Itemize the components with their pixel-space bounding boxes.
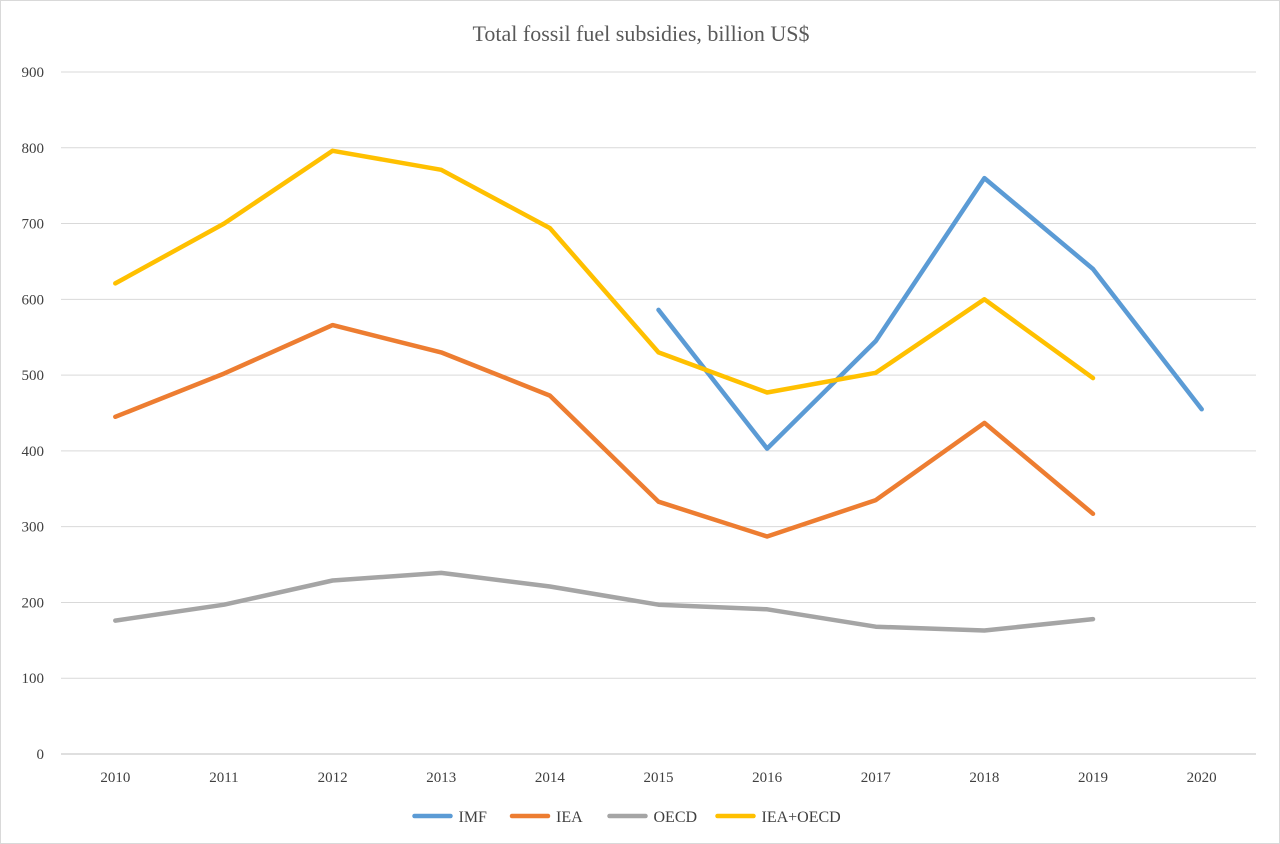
y-tick-label: 100 [22, 671, 45, 687]
series-line-imf [656, 175, 1204, 451]
y-tick-label: 300 [22, 520, 45, 536]
legend: IMF IEA OECD IEA+OECD [412, 809, 841, 826]
y-axis: 0 100 200 300 400 500 600 700 800 900 [22, 65, 45, 763]
x-tick-label: 2018 [969, 770, 999, 786]
x-tick-label: 2014 [535, 770, 566, 786]
y-tick-label: 0 [37, 747, 45, 763]
legend-label-imf: IMF [459, 809, 488, 826]
chart-title: Total fossil fuel subsidies, billion US$ [472, 21, 809, 46]
y-tick-label: 400 [22, 444, 45, 460]
x-tick-label: 2016 [752, 770, 783, 786]
y-tick-label: 500 [22, 368, 45, 384]
legend-label-oecd: OECD [654, 809, 698, 826]
series-lines [113, 148, 1204, 633]
series-line-iea [113, 322, 1096, 539]
legend-label-iea: IEA [556, 809, 583, 826]
legend-label-iea-oecd: IEA+OECD [762, 809, 841, 826]
series-line-oecd [113, 570, 1096, 633]
x-tick-label: 2019 [1078, 770, 1108, 786]
series-line-iea-oecd [113, 148, 1096, 395]
x-axis: 2010 2011 2012 2013 2014 2015 2016 2017 2018 2019… [100, 770, 1216, 786]
gridlines [61, 71, 1256, 755]
x-tick-label: 2020 [1187, 770, 1217, 786]
y-tick-label: 700 [22, 217, 45, 233]
y-tick-label: 900 [22, 65, 45, 81]
x-tick-label: 2013 [426, 770, 456, 786]
x-tick-label: 2010 [100, 770, 130, 786]
x-tick-label: 2017 [861, 770, 892, 786]
x-tick-label: 2011 [209, 770, 238, 786]
y-tick-label: 200 [22, 595, 45, 611]
x-tick-label: 2015 [644, 770, 674, 786]
y-tick-label: 800 [22, 141, 45, 157]
x-tick-label: 2012 [318, 770, 348, 786]
y-tick-label: 600 [22, 292, 45, 308]
